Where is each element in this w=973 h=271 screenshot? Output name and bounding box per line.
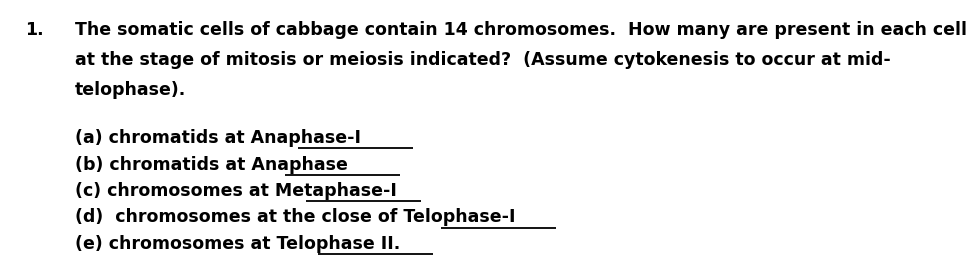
Text: The somatic cells of cabbage contain 14 chromosomes.  How many are present in ea: The somatic cells of cabbage contain 14 …	[75, 21, 967, 39]
Text: at the stage of mitosis or meiosis indicated?  (Assume cytokenesis to occur at m: at the stage of mitosis or meiosis indic…	[75, 51, 890, 69]
Text: (c) chromosomes at Metaphase-I: (c) chromosomes at Metaphase-I	[75, 182, 397, 200]
Text: (d)  chromosomes at the close of Telophase-I: (d) chromosomes at the close of Telophas…	[75, 208, 516, 227]
Text: (b) chromatids at Anaphase: (b) chromatids at Anaphase	[75, 156, 348, 173]
Text: (a) chromatids at Anaphase-I: (a) chromatids at Anaphase-I	[75, 129, 361, 147]
Text: telophase).: telophase).	[75, 81, 186, 99]
Text: (e) chromosomes at Telophase II.: (e) chromosomes at Telophase II.	[75, 235, 400, 253]
Text: 1.: 1.	[25, 21, 44, 39]
